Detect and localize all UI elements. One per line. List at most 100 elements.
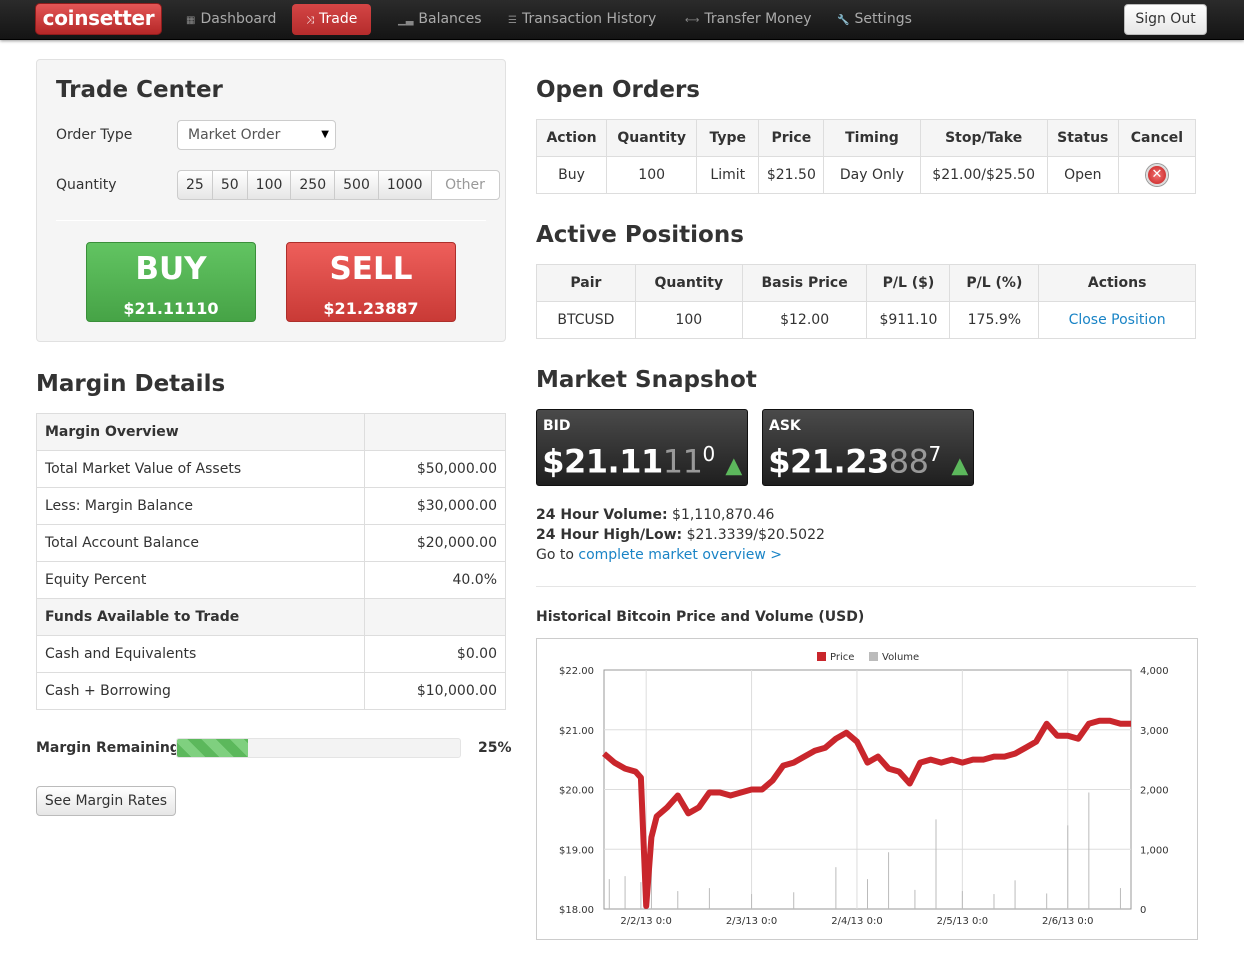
hilo-label: 24 Hour High/Low: [536, 527, 683, 543]
col-quantity: Quantity [634, 264, 743, 302]
y-right-tick-label: 2,000 [1140, 786, 1169, 797]
market-snapshot-title: Market Snapshot [536, 367, 757, 393]
order-status: Open [1046, 156, 1119, 194]
active-positions-title: Active Positions [536, 222, 744, 248]
row-label: Total Market Value of Assets [36, 450, 365, 488]
bid-main: $21.11 [542, 442, 663, 481]
order-price: $21.50 [758, 156, 825, 194]
order-stop-take: $21.00/$25.50 [919, 156, 1048, 194]
sell-label: SELL [329, 251, 413, 287]
row-label: Cash + Borrowing [36, 672, 365, 710]
trade-center-panel: Trade Center Order Type Market Order ▼ Qu… [36, 59, 506, 342]
nav-trade[interactable]: ⤨ Trade [292, 4, 372, 35]
table-row: Less: Margin Balance $30,000.00 [36, 487, 506, 525]
table-row: Cash + Borrowing $10,000.00 [36, 672, 506, 710]
col-price: Price [758, 119, 825, 157]
divider [536, 586, 1196, 587]
row-value: 40.0% [364, 561, 506, 599]
nav-settings[interactable]: 🔧 Settings [837, 4, 912, 35]
quantity-500-button[interactable]: 500 [334, 170, 378, 200]
legend-volume-swatch [869, 652, 878, 661]
row-value: $10,000.00 [364, 672, 506, 710]
row-value [364, 413, 506, 451]
brand-logo[interactable]: coinsetter [35, 3, 162, 35]
y-left-tick-label: $19.00 [559, 845, 594, 856]
quantity-label: Quantity [56, 177, 117, 193]
nav-transaction-history-label: Transaction History [521, 11, 657, 27]
ask-main: $21.23 [768, 442, 889, 481]
position-pair: BTCUSD [536, 301, 636, 339]
bid-sup: 0 [702, 442, 715, 466]
quantity-25-button[interactable]: 25 [177, 170, 212, 200]
row-value: $20,000.00 [364, 524, 506, 562]
margin-remaining-progress [176, 738, 461, 758]
nav-dashboard-label: Dashboard [200, 11, 277, 27]
row-label: Cash and Equivalents [36, 635, 365, 673]
table-row: Funds Available to Trade [36, 598, 506, 636]
col-type: Type [696, 119, 760, 157]
volume-24h: 24 Hour Volume: $1,110,870.46 [536, 507, 774, 523]
row-value [364, 598, 506, 636]
bid-quote-card: BID $21.11110 ▲ [536, 409, 748, 486]
buy-button[interactable]: BUY $21.11110 [86, 242, 256, 322]
quantity-100-button[interactable]: 100 [246, 170, 291, 200]
sign-out-button[interactable]: Sign Out [1124, 4, 1207, 35]
price-line [602, 717, 1131, 909]
y-left-tick-label: $21.00 [559, 726, 594, 737]
nav-balances[interactable]: ▁▃ Balances [398, 4, 482, 35]
table-row: BTCUSD 100 $12.00 $911.10 175.9% Close P… [536, 301, 1196, 339]
open-orders-table: Action Quantity Type Price Timing Stop/T… [535, 119, 1197, 194]
table-row: Buy 100 Limit $21.50 Day Only $21.00/$25… [535, 156, 1197, 194]
table-header-row: Action Quantity Type Price Timing Stop/T… [535, 119, 1197, 157]
high-low-24h: 24 Hour High/Low: $21.3339/$20.5022 [536, 527, 825, 543]
col-pair: Pair [536, 264, 636, 302]
nav-balances-label: Balances [418, 11, 482, 27]
caret-down-icon: ▼ [321, 129, 329, 140]
col-basis-price: Basis Price [741, 264, 868, 302]
col-stop-take: Stop/Take [919, 119, 1048, 157]
sell-button[interactable]: SELL $21.23887 [286, 242, 456, 322]
bid-label: BID [543, 418, 571, 434]
goto-text: Go to [536, 547, 574, 563]
grid-icon: ▦ [186, 15, 196, 26]
nav-dashboard[interactable]: ▦ Dashboard [186, 4, 276, 35]
table-row: Total Market Value of Assets $50,000.00 [36, 450, 506, 488]
see-margin-rates-button[interactable]: See Margin Rates [36, 786, 176, 816]
close-position-link[interactable]: Close Position [1068, 312, 1166, 328]
y-right-tick-label: 4,000 [1140, 666, 1169, 677]
legend-price-swatch [817, 652, 826, 661]
list-icon: ☰ [508, 15, 517, 26]
position-basis-price: $12.00 [741, 301, 868, 339]
row-label: Margin Overview [36, 413, 365, 451]
quantity-250-button[interactable]: 250 [290, 170, 335, 200]
nav-transaction-history[interactable]: ☰ Transaction History [508, 4, 656, 35]
order-type-select[interactable]: Market Order ▼ [177, 120, 336, 150]
quantity-1000-button[interactable]: 1000 [377, 170, 431, 200]
ask-sup: 7 [928, 442, 941, 466]
table-row: Cash and Equivalents $0.00 [36, 635, 506, 673]
arrows-icon: ⟷ [685, 15, 700, 26]
market-overview-link[interactable]: complete market overview > [578, 547, 782, 563]
ask-quote-card: ASK $21.23887 ▲ [762, 409, 974, 486]
col-pl-percent: P/L (%) [949, 264, 1040, 302]
quantity-50-button[interactable]: 50 [211, 170, 247, 200]
top-navbar: coinsetter ▦ Dashboard ⤨ Trade ▁▃ Balances … [0, 0, 1244, 40]
position-quantity: 100 [634, 301, 743, 339]
sell-price: $21.23887 [323, 299, 419, 318]
row-label: Less: Margin Balance [36, 487, 365, 525]
row-value: $30,000.00 [364, 487, 506, 525]
cancel-order-icon[interactable]: ✕ [1145, 164, 1168, 186]
y-right-tick-label: 0 [1140, 905, 1146, 916]
margin-table: Margin Overview Total Market Value of As… [36, 413, 506, 710]
x-tick-label: 2/2/13 0:0 [620, 916, 671, 927]
legend-volume-label: Volume [882, 652, 919, 663]
up-arrow-icon: ▲ [725, 453, 742, 479]
col-actions: Actions [1038, 264, 1196, 302]
divider [56, 220, 486, 221]
x-tick-label: 2/6/13 0:0 [1042, 916, 1093, 927]
nav-transfer-money[interactable]: ⟷ Transfer Money [685, 4, 812, 35]
legend-price-label: Price [830, 652, 854, 663]
x-tick-label: 2/5/13 0:0 [937, 916, 988, 927]
bid-dim: 11 [662, 442, 703, 481]
quantity-other-input[interactable]: Other [430, 170, 500, 200]
